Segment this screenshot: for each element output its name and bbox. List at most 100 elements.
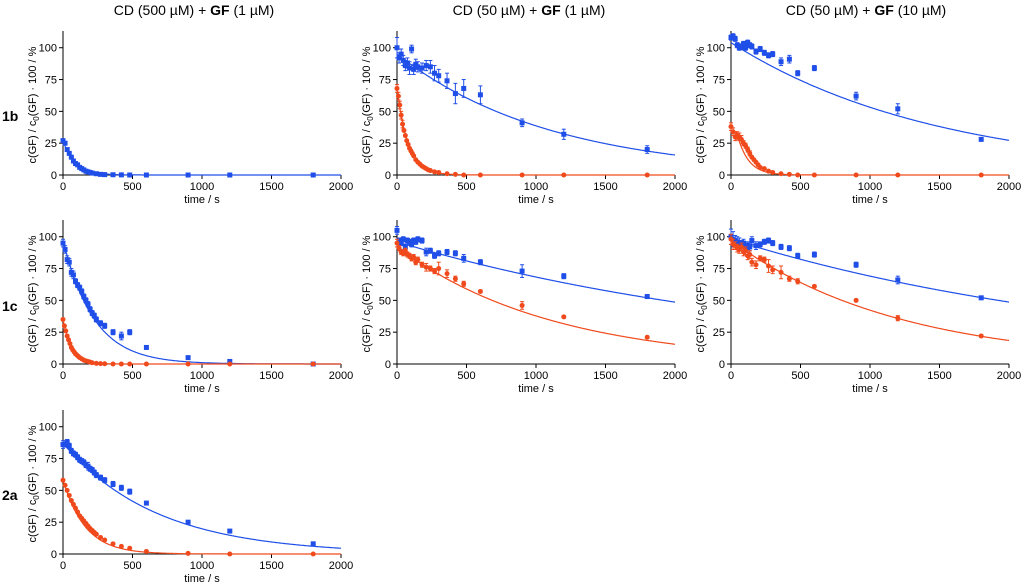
x-tick-label: 1500: [927, 370, 951, 382]
data-point: [778, 269, 784, 275]
data-point: [398, 112, 404, 118]
data-point: [66, 259, 72, 265]
data-point: [895, 172, 901, 178]
data-point: [778, 59, 784, 65]
data-point: [444, 171, 450, 177]
data-point: [395, 93, 401, 99]
data-point: [757, 255, 763, 261]
data-point: [87, 306, 93, 312]
data-point: [89, 467, 95, 473]
data-point: [753, 243, 759, 249]
data-point: [770, 51, 776, 57]
data-point: [411, 254, 417, 260]
fit-curve-blue: [730, 238, 1010, 303]
data-point: [415, 257, 421, 263]
data-point: [419, 262, 425, 268]
data-point: [68, 448, 74, 454]
data-point: [143, 361, 149, 367]
data-point: [394, 227, 400, 233]
data-point: [60, 138, 66, 144]
y-tick-label: 0: [51, 549, 57, 561]
data-point: [461, 172, 467, 178]
data-point: [432, 268, 438, 274]
fit-curve-blue: [62, 240, 341, 365]
data-point: [795, 70, 801, 76]
x-tick-label: 500: [123, 370, 141, 382]
x-tick-label: 2000: [329, 560, 353, 572]
y-tick-label: 50: [45, 106, 57, 118]
data-point: [227, 358, 233, 364]
data-point: [407, 239, 413, 245]
data-point: [68, 269, 74, 275]
data-point: [68, 498, 74, 504]
data-point: [81, 294, 87, 300]
y-tick-label: 75: [45, 264, 57, 276]
data-point: [757, 164, 763, 170]
data-point: [895, 315, 901, 321]
x-axis-title: time / s: [852, 383, 888, 395]
fit-curve-red: [396, 246, 676, 345]
y-axis-title: c(GF) / c0(GF) · 100 / %: [27, 46, 41, 163]
data-point: [402, 63, 408, 69]
data-point: [432, 169, 438, 175]
data-point: [753, 49, 759, 55]
x-tick-label: 0: [394, 181, 400, 193]
data-point: [75, 162, 81, 168]
data-point: [89, 170, 95, 176]
column-title-2: CD (50 µM) + GF (1 µM): [453, 2, 606, 18]
data-point: [98, 320, 104, 326]
data-point: [444, 78, 450, 84]
data-point: [853, 93, 859, 99]
data-point: [402, 244, 408, 250]
data-point: [93, 472, 99, 478]
data-point: [452, 171, 458, 177]
series-blue: [728, 33, 1010, 142]
data-point: [185, 361, 191, 367]
data-point: [81, 459, 87, 465]
x-axis-title: time / s: [518, 383, 554, 395]
data-point: [404, 60, 410, 66]
data-point: [310, 361, 316, 367]
data-point: [62, 442, 68, 448]
row-label-1c: 1c: [2, 298, 18, 314]
x-tick-label: 1000: [858, 370, 882, 382]
data-point: [728, 236, 734, 242]
data-point: [734, 42, 740, 48]
data-point: [98, 534, 104, 540]
data-point: [85, 301, 91, 307]
data-point: [730, 33, 736, 39]
data-point: [761, 166, 767, 172]
data-point: [452, 91, 458, 97]
data-point: [64, 257, 70, 263]
data-point: [118, 333, 124, 339]
y-tick-label: 25: [45, 517, 57, 529]
data-point: [66, 337, 72, 343]
data-point: [561, 131, 567, 137]
data-point: [398, 51, 404, 57]
data-point: [477, 92, 483, 98]
data-point: [770, 169, 776, 175]
data-point: [461, 85, 467, 91]
data-point: [811, 65, 817, 71]
data-point: [400, 121, 406, 127]
y-tick-label: 0: [719, 170, 725, 182]
data-point: [93, 531, 99, 537]
x-tick-label: 1500: [259, 560, 283, 572]
data-point: [770, 240, 776, 246]
y-axis-title: c(GF) / c0(GF) · 100 / %: [695, 46, 709, 163]
data-point: [102, 537, 108, 543]
fit-curve-blue: [396, 241, 676, 303]
x-axis-title: time / s: [184, 383, 220, 395]
data-point: [561, 314, 567, 320]
data-point: [747, 252, 753, 258]
x-tick-label: 2000: [997, 181, 1021, 193]
data-point: [70, 272, 76, 278]
data-point: [73, 278, 79, 284]
data-point: [411, 66, 417, 72]
data-point: [749, 43, 755, 49]
data-point: [127, 329, 133, 335]
data-point: [79, 288, 85, 294]
data-point: [185, 550, 191, 556]
